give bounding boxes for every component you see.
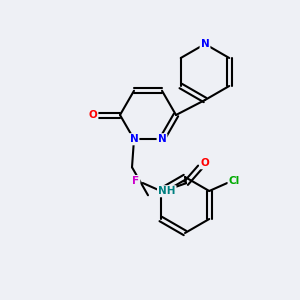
Text: O: O (201, 158, 209, 168)
Text: O: O (88, 110, 98, 120)
Text: NH: NH (158, 186, 175, 196)
Text: N: N (201, 39, 209, 49)
Text: N: N (158, 134, 166, 144)
Text: F: F (132, 176, 139, 186)
Text: N: N (130, 134, 138, 144)
Text: Cl: Cl (229, 176, 240, 186)
